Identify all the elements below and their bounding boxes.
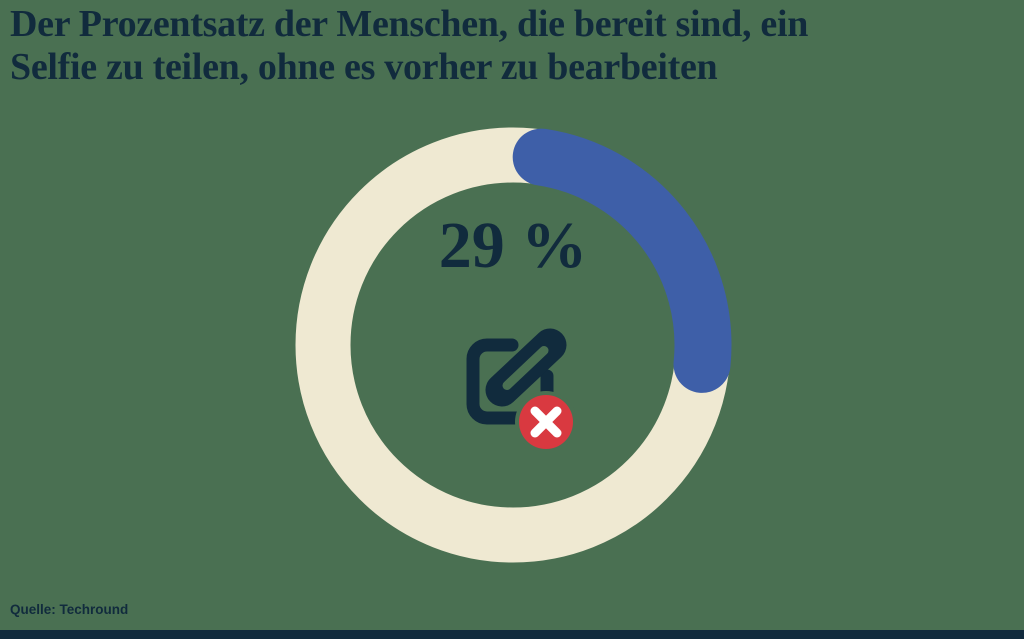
- chart-title: Der Prozentsatz der Menschen, die bereit…: [10, 3, 808, 89]
- donut-value-arc: [512, 128, 732, 393]
- donut-chart: [295, 127, 732, 563]
- donut-center-value: 29 %: [438, 209, 588, 282]
- source-label: Quelle: Techround: [10, 602, 129, 617]
- cancel-x-icon: [530, 406, 562, 438]
- edit-selfie-declined-icon: [466, 328, 576, 452]
- chart-title-line-2: Selfie zu teilen, ohne es vorher zu bear…: [10, 46, 718, 88]
- footer-bar: [0, 630, 1024, 639]
- pencil-hollow: [502, 346, 549, 390]
- chart-title-line-1: Der Prozentsatz der Menschen, die bereit…: [10, 3, 809, 45]
